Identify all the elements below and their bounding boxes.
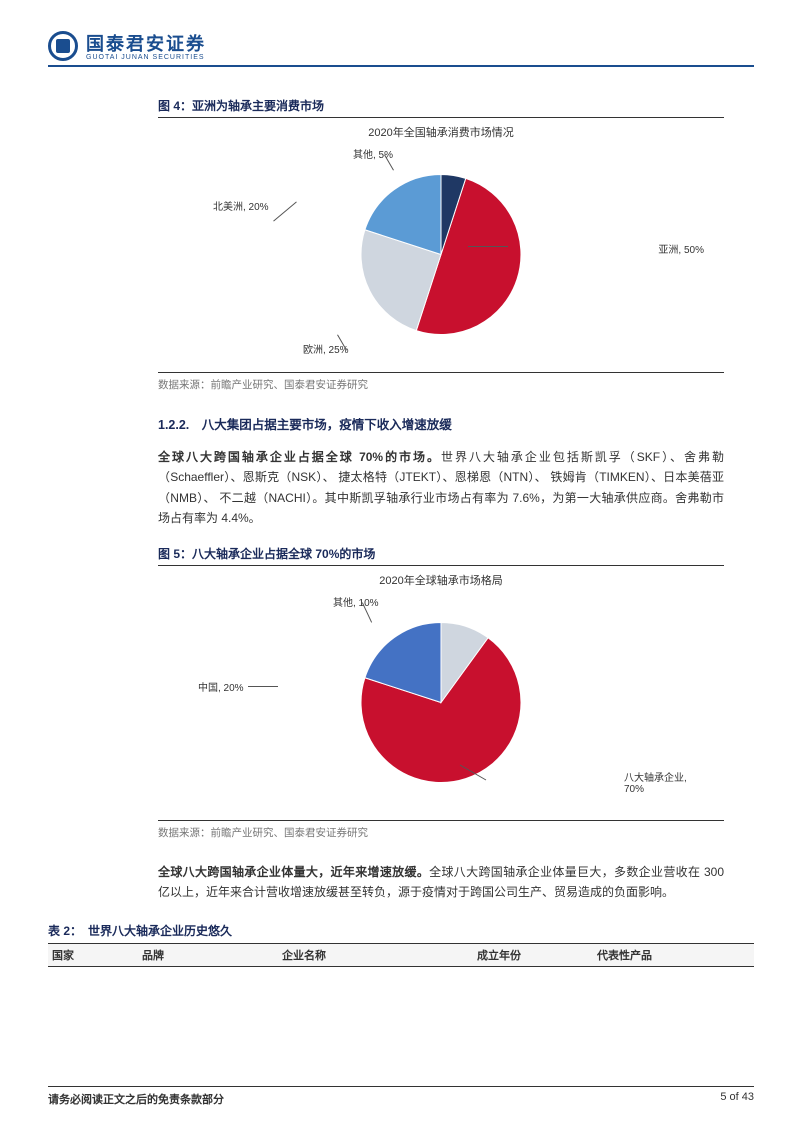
fig4-caption: 图 4：亚洲为轴承主要消费市场: [158, 97, 724, 114]
para2-bold: 全球八大跨国轴承企业体量大，近年来增速放缓。: [158, 865, 429, 879]
fig5-leader-china: [248, 686, 278, 687]
logo-inner-icon: [56, 39, 70, 53]
table2-col-product: 代表性产品: [593, 944, 743, 966]
fig4-chart: 亚洲, 50% 欧洲, 25% 北美洲, 20% 其他, 5%: [158, 146, 724, 366]
fig5-pie: [361, 622, 521, 785]
fig5-caption: 图 5：八大轴承企业占据全球 70%的市场: [158, 545, 724, 562]
page-footer: 请务必阅读正文之后的免责条款部分 5 of 43: [48, 1091, 754, 1107]
table2-col-company: 企业名称: [278, 944, 473, 966]
footer-page-number: 5 of 43: [720, 1091, 754, 1107]
fig4-rule: [158, 117, 724, 118]
fig4-label-na: 北美洲, 20%: [213, 198, 269, 213]
fig4-pie: [361, 175, 521, 338]
table2-caption: 表 2： 世界八大轴承企业历史悠久: [48, 922, 754, 939]
fig4-source: 数据来源：前瞻产业研究、国泰君安证券研究: [158, 372, 724, 392]
company-name-cn: 国泰君安证券: [86, 30, 206, 56]
fig5-pie-svg: [361, 622, 521, 782]
section-122-para1: 全球八大跨国轴承企业占据全球 70%的市场。世界八大轴承企业包括斯凯孚（SKF）…: [158, 447, 724, 529]
fig5-label-big8: 八大轴承企业,70%: [624, 769, 724, 795]
fig4-leader-na: [273, 201, 297, 221]
fig5-rule: [158, 565, 724, 566]
fig4-chart-title: 2020年全国轴承消费市场情况: [158, 124, 724, 140]
footer-disclaimer: 请务必阅读正文之后的免责条款部分: [48, 1091, 224, 1107]
fig4-pie-svg: [361, 175, 521, 335]
footer-rule: [48, 1086, 754, 1087]
table2-header-row: 国家 品牌 企业名称 成立年份 代表性产品: [48, 943, 754, 967]
fig4-label-asia: 亚洲, 50%: [658, 241, 704, 256]
logo-text-block: 国泰君安证券 GUOTAI JUNAN SECURITIES: [86, 30, 206, 61]
page-header: 国泰君安证券 GUOTAI JUNAN SECURITIES: [48, 30, 754, 67]
fig5-source: 数据来源：前瞻产业研究、国泰君安证券研究: [158, 820, 724, 840]
main-content: 图 4：亚洲为轴承主要消费市场 2020年全国轴承消费市场情况 亚洲, 50% …: [158, 97, 724, 967]
company-name-en: GUOTAI JUNAN SECURITIES: [86, 54, 206, 61]
table2-col-country: 国家: [48, 944, 138, 966]
section-122-heading: 1.2.2. 八大集团占据主要市场，疫情下收入增速放缓: [158, 414, 724, 433]
table2-col-brand: 品牌: [138, 944, 278, 966]
para1-bold: 全球八大跨国轴承企业占据全球 70%的市场。: [158, 450, 441, 464]
fig4-leader-asia: [468, 246, 508, 247]
fig5-chart: 八大轴承企业,70% 中国, 20% 其他, 10%: [158, 594, 724, 814]
table2-col-year: 成立年份: [473, 944, 593, 966]
fig5-label-china: 中国, 20%: [198, 679, 244, 694]
fig5-chart-title: 2020年全球轴承市场格局: [158, 572, 724, 588]
logo-icon: [48, 31, 78, 61]
para2: 全球八大跨国轴承企业体量大，近年来增速放缓。全球八大跨国轴承企业体量巨大，多数企…: [158, 862, 724, 903]
fig5-label-other: 其他, 10%: [333, 594, 379, 609]
